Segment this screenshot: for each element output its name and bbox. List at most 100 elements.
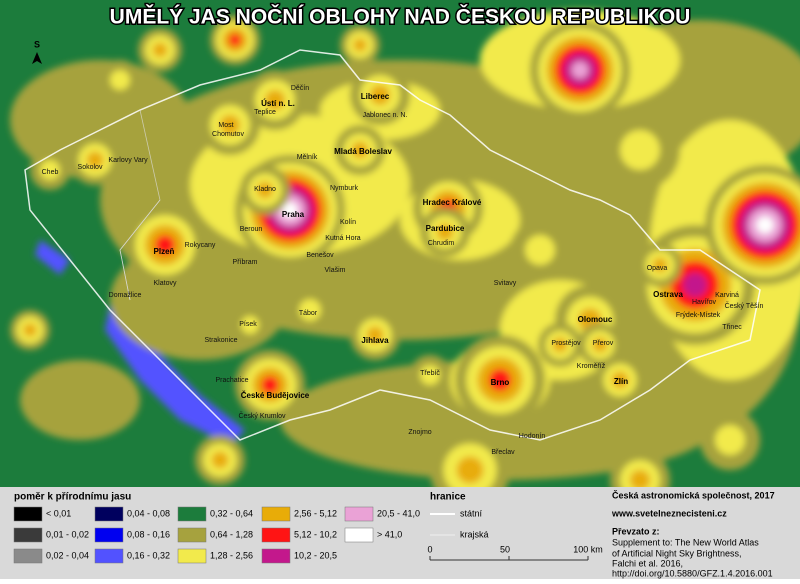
glow-spot — [110, 70, 130, 90]
legend-label: 10,2 - 20,5 — [294, 550, 337, 560]
glow-spot — [353, 38, 367, 52]
scale-label: 100 km — [573, 544, 603, 554]
legend-swatch — [261, 548, 291, 564]
legend-label: 0,02 - 0,04 — [46, 550, 89, 560]
city-label: Jablonec n. N. — [363, 112, 408, 119]
region-border — [119, 199, 161, 301]
scale-label: 0 — [427, 544, 432, 554]
legend-swatch — [13, 506, 43, 522]
glow-spot — [683, 273, 707, 297]
city-label: Jihlava — [361, 336, 389, 345]
city-label: Ostrava — [653, 290, 683, 299]
city-label: Karviná — [715, 292, 739, 299]
legend-label: 0,08 - 0,16 — [127, 529, 170, 539]
city-labels: Praha Plzeň Ústí n. L. Liberec Mladá Bolesla… — [42, 85, 764, 456]
credit-source: of Artificial Night Sky Brightness, — [612, 548, 742, 558]
city-label: Písek — [239, 321, 257, 328]
city-label: Kroměříž — [577, 363, 606, 370]
city-label: Pardubice — [426, 224, 465, 233]
city-label: Cheb — [42, 169, 59, 176]
glow-spot — [571, 61, 589, 79]
glow-spot — [525, 235, 555, 265]
glow-spot — [23, 323, 37, 337]
glow-spot — [456, 456, 484, 484]
legend-swatch — [94, 548, 124, 564]
glow-spot — [620, 130, 660, 170]
city-label: Třinec — [722, 324, 742, 331]
city-label: Opava — [647, 265, 668, 272]
legend-swatch — [261, 527, 291, 543]
glow-spot — [652, 257, 668, 273]
city-label: Brno — [491, 378, 510, 387]
city-label: Zlín — [614, 377, 628, 386]
glow-spot — [351, 141, 369, 159]
light-pollution-layer — [10, 10, 800, 487]
city-label: Domažlice — [109, 292, 142, 299]
glow-spot — [152, 42, 168, 58]
legend-swatch — [344, 527, 374, 543]
city-label: Přerov — [593, 340, 614, 347]
glow-spot — [488, 368, 512, 392]
glow-spot — [630, 470, 650, 487]
city-label: Havířov — [692, 299, 717, 306]
border-legend-title: hranice — [430, 492, 466, 503]
city-label: Kladno — [254, 186, 276, 193]
city-label: Most — [218, 122, 233, 129]
glow-spot — [220, 115, 240, 135]
glow-spot — [241, 316, 259, 334]
map: Praha Plzeň Ústí n. L. Liberec Mladá Bolesla… — [0, 0, 800, 487]
map-title: UMĚLÝ JAS NOČNÍ OBLOHY NAD ČESKOU REPUBL… — [110, 5, 691, 29]
legend-label: 2,56 - 5,12 — [294, 508, 337, 518]
credit-source: Falchi et al. 2016, — [612, 558, 683, 568]
city-label: Sokolov — [78, 164, 103, 171]
legend-label: 0,01 - 0,02 — [46, 529, 89, 539]
city-label: Znojmo — [408, 429, 431, 436]
legend-swatch — [177, 548, 207, 564]
glow-spot — [299, 299, 321, 321]
legend-label: 0,64 - 1,28 — [210, 529, 253, 539]
city-label: Svitavy — [494, 280, 517, 287]
scale-label: 50 — [500, 544, 510, 554]
glow-area — [20, 360, 140, 440]
city-label: Tábor — [299, 310, 318, 317]
glow-spot — [366, 326, 384, 344]
border-legend-label: státní — [460, 508, 483, 518]
glow-spot — [40, 160, 60, 180]
legend-swatch — [177, 506, 207, 522]
legend-panel — [0, 487, 800, 579]
north-arrow — [32, 52, 42, 64]
glow-spot — [420, 365, 440, 385]
city-label: Třebíč — [420, 370, 440, 377]
glow-spot — [228, 33, 242, 47]
glow-spot — [715, 425, 745, 455]
glow-spot — [756, 216, 774, 234]
city-label: Teplice — [254, 109, 276, 116]
legend-label: < 0,01 — [46, 508, 71, 518]
glow-spot — [282, 202, 298, 218]
city-label: Hodonín — [519, 433, 546, 440]
legend-label: 0,16 - 0,32 — [127, 550, 170, 560]
legend-swatch — [13, 527, 43, 543]
legend-title: poměr k přírodnímu jasu — [14, 492, 131, 503]
city-label: Chomutov — [212, 131, 244, 138]
legend-swatch — [261, 506, 291, 522]
city-label: Rokycany — [185, 242, 216, 249]
border-legend-label: krajská — [460, 529, 489, 539]
glow-spot — [552, 337, 568, 353]
city-label: Vlašim — [324, 267, 345, 274]
credit-source: http://doi.org/10.5880/GFZ.1.4.2016.001 — [612, 568, 773, 578]
city-label: Benešov — [306, 252, 334, 259]
glow-spot — [256, 181, 274, 199]
city-label: Strakonice — [204, 337, 237, 344]
city-label: Klatovy — [154, 280, 177, 287]
glow-spot — [265, 90, 285, 110]
legend-label: 5,12 - 10,2 — [294, 529, 337, 539]
city-label: Děčín — [291, 85, 309, 92]
glow-area — [10, 60, 190, 180]
legend-swatch — [94, 527, 124, 543]
credit-source-title: Převzato z: — [612, 526, 660, 536]
legend-label: 0,04 - 0,08 — [127, 508, 170, 518]
legend-swatch — [177, 527, 207, 543]
legend-label: 0,32 - 0,64 — [210, 508, 253, 518]
